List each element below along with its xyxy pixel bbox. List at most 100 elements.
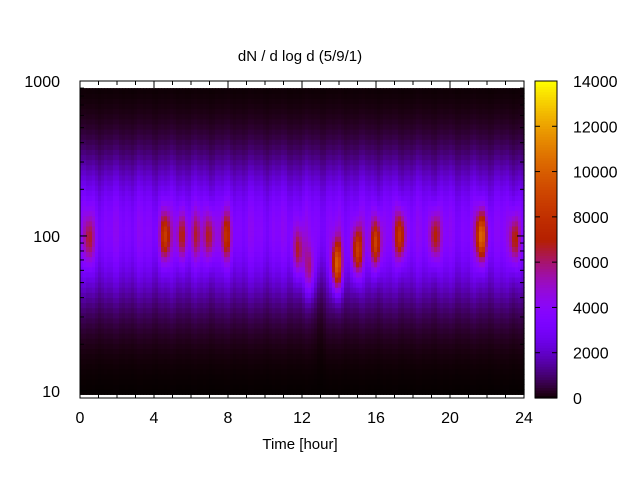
- heatmap-cell: [296, 179, 300, 186]
- heatmap-cell: [221, 328, 225, 334]
- heatmap-cell: [260, 144, 264, 150]
- heatmap-cell: [275, 292, 279, 298]
- heatmap-cell: [92, 205, 96, 212]
- heatmap-cell: [149, 246, 153, 253]
- heatmap-cell: [299, 113, 303, 120]
- heatmap-cell: [116, 195, 120, 201]
- heatmap-cell: [158, 373, 162, 380]
- heatmap-cell: [170, 190, 174, 196]
- heatmap-cell: [194, 373, 198, 380]
- heatmap-cell: [119, 118, 123, 125]
- heatmap-cell: [122, 389, 126, 395]
- heatmap-cell: [188, 225, 192, 232]
- heatmap-cell: [158, 276, 162, 283]
- heatmap-cell: [278, 271, 282, 278]
- heatmap-cell: [101, 139, 105, 145]
- heatmap-cell: [98, 205, 102, 212]
- heatmap-cell: [188, 210, 192, 217]
- heatmap-cell: [194, 205, 198, 212]
- heatmap-cell: [308, 246, 312, 253]
- heatmap-cell: [206, 236, 210, 242]
- heatmap-cell: [281, 271, 285, 278]
- heatmap-cell: [164, 205, 168, 212]
- heatmap-cell: [215, 169, 219, 176]
- heatmap-cell: [176, 179, 180, 186]
- heatmap-cell: [287, 93, 291, 99]
- heatmap-cell: [80, 205, 84, 212]
- heatmap-cell: [257, 164, 261, 171]
- heatmap-cell: [215, 149, 219, 156]
- heatmap-cell: [170, 368, 174, 375]
- heatmap-cell: [152, 144, 156, 150]
- heatmap-cell: [275, 246, 279, 253]
- heatmap-cell: [215, 241, 219, 247]
- heatmap-cell: [131, 282, 135, 288]
- heatmap-cell: [95, 220, 99, 227]
- heatmap-cell: [206, 322, 210, 329]
- heatmap-cell: [119, 266, 123, 273]
- heatmap-cell: [161, 128, 165, 135]
- heatmap-cell: [257, 358, 261, 365]
- heatmap-cell: [110, 307, 114, 314]
- heatmap-cell: [248, 200, 252, 207]
- heatmap-cell: [110, 190, 114, 196]
- heatmap-cell: [251, 169, 255, 176]
- heatmap-cell: [164, 149, 168, 156]
- heatmap-cell: [179, 363, 183, 370]
- heatmap-cell: [119, 384, 123, 390]
- heatmap-cell: [134, 368, 138, 375]
- heatmap-cell: [203, 195, 207, 201]
- heatmap-cell: [290, 312, 294, 319]
- heatmap-cell: [269, 317, 273, 324]
- heatmap-cell: [320, 384, 324, 390]
- heatmap-cell: [284, 322, 288, 329]
- heatmap-cell: [113, 312, 117, 319]
- heatmap-cell: [83, 333, 87, 339]
- heatmap-cell: [290, 297, 294, 304]
- heatmap-cell: [83, 108, 87, 115]
- heatmap-cell: [305, 353, 309, 360]
- heatmap-cell: [257, 220, 261, 227]
- heatmap-cell: [284, 271, 288, 278]
- heatmap-cell: [137, 251, 141, 258]
- heatmap-cell: [209, 200, 213, 207]
- heatmap-cell: [155, 185, 159, 191]
- heatmap-cell: [302, 241, 306, 247]
- heatmap-cell: [173, 368, 177, 375]
- heatmap-cell: [179, 220, 183, 227]
- heatmap-cell: [326, 389, 330, 395]
- heatmap-cell: [83, 297, 87, 304]
- heatmap-cell: [212, 328, 216, 334]
- heatmap-cell: [203, 164, 207, 171]
- heatmap-cell: [245, 134, 249, 140]
- heatmap-cell: [215, 128, 219, 135]
- heatmap-cell: [269, 225, 273, 232]
- heatmap-cell: [239, 251, 243, 258]
- heatmap-cell: [131, 190, 135, 196]
- heatmap-cell: [230, 317, 234, 324]
- heatmap-cell: [167, 108, 171, 115]
- heatmap-cell: [260, 174, 264, 181]
- heatmap-cell: [191, 384, 195, 390]
- heatmap-cell: [188, 246, 192, 253]
- heatmap-cell: [122, 215, 126, 222]
- heatmap-cell: [185, 159, 189, 166]
- heatmap-cell: [80, 312, 84, 319]
- heatmap-cell: [113, 358, 117, 365]
- heatmap-cell: [326, 154, 330, 161]
- heatmap-cell: [197, 185, 201, 191]
- heatmap-cell: [110, 225, 114, 232]
- heatmap-cell: [86, 261, 90, 268]
- heatmap-cell: [182, 108, 186, 115]
- heatmap-cell: [173, 123, 177, 130]
- heatmap-cell: [293, 210, 297, 217]
- heatmap-cell: [143, 210, 147, 217]
- heatmap-cell: [185, 373, 189, 380]
- heatmap-cell: [257, 261, 261, 268]
- heatmap-cell: [134, 373, 138, 380]
- heatmap-cell: [110, 241, 114, 247]
- heatmap-cell: [110, 282, 114, 288]
- heatmap-cell: [323, 241, 327, 247]
- heatmap-cell: [245, 379, 249, 385]
- heatmap-cell: [113, 241, 117, 247]
